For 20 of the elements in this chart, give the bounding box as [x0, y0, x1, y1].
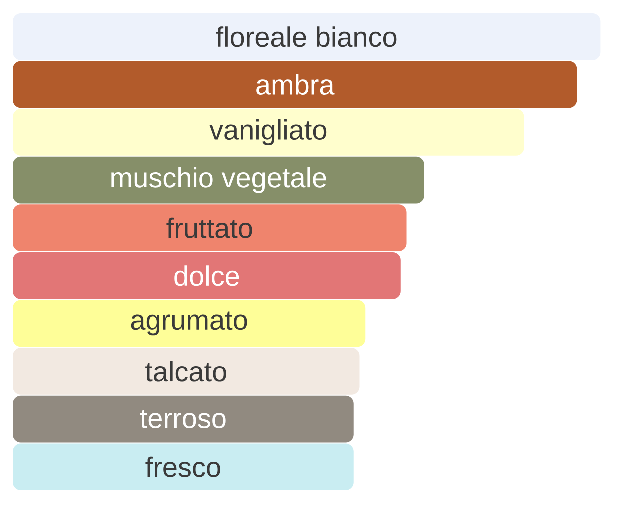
- bar: [13, 109, 524, 156]
- y-tick-label: floreale bianco: [216, 26, 397, 48]
- y-tick-label: fruttato: [166, 218, 252, 238]
- bar: [13, 444, 354, 491]
- y-tick-label: vanigliato: [210, 119, 327, 146]
- y-tick-label: talcato: [146, 361, 226, 382]
- bar: [13, 396, 354, 443]
- bar: [13, 348, 360, 395]
- bar: [13, 156, 424, 204]
- bar: [13, 13, 601, 60]
- bar: [13, 300, 366, 348]
- y-tick-label: fresco: [146, 456, 220, 478]
- y-tick-label: terroso: [140, 410, 226, 428]
- y-tick-label: ambra: [256, 74, 335, 95]
- y-tick-label: dolce: [174, 266, 240, 286]
- bar: [13, 252, 401, 300]
- y-tick-label: muschio vegetale: [112, 167, 326, 194]
- bar: [13, 204, 407, 252]
- y-tick-label: agrumato: [131, 312, 248, 336]
- bar: [13, 61, 578, 108]
